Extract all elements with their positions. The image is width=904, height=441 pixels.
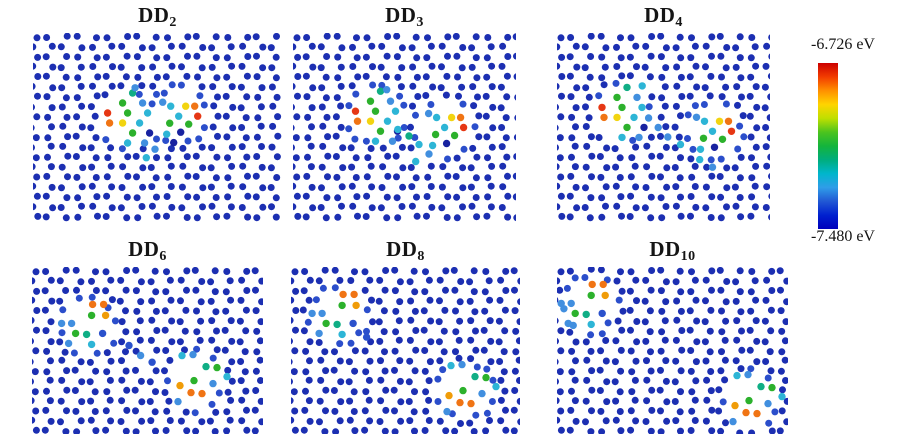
panel-label-subscript: 4 [675,15,683,30]
panel-label-subscript: 8 [417,249,425,264]
colorbar-max-label: -6.726 eV [811,36,875,53]
panel-title-dd8: DD8 [291,236,520,266]
panel-title-dd6: DD6 [32,236,263,266]
panel-dd4: DD4 [557,2,770,222]
lattice-dd6 [32,267,263,434]
panel-label-subscript: 6 [159,249,167,264]
panel-dd3: DD3 [293,2,516,222]
panel-title-dd4: DD4 [557,2,770,32]
panel-label: DD [649,237,681,261]
lattice-dd4 [557,33,770,222]
panel-dd8: DD8 [291,236,520,434]
lattice-dd2 [33,33,282,222]
colorbar-gradient [818,63,838,229]
lattice-dd8 [291,267,520,434]
panel-title-dd3: DD3 [293,2,516,32]
panel-label: DD [138,3,170,27]
panel-label-subscript: 10 [680,249,696,264]
panel-label: DD [385,3,417,27]
panel-label: DD [128,237,160,261]
panel-label: DD [386,237,418,261]
panel-title-dd2: DD2 [33,2,282,32]
panel-label: DD [644,3,676,27]
panel-title-dd10: DD10 [557,236,788,266]
lattice-dd3 [293,33,516,222]
panel-label-subscript: 3 [416,15,424,30]
colorbar-min-label: -7.480 eV [811,228,875,245]
panel-label-subscript: 2 [169,15,177,30]
panel-dd10: DD10 [557,236,788,434]
panel-dd6: DD6 [32,236,263,434]
panel-dd2: DD2 [33,2,282,222]
lattice-dd10 [557,267,788,434]
